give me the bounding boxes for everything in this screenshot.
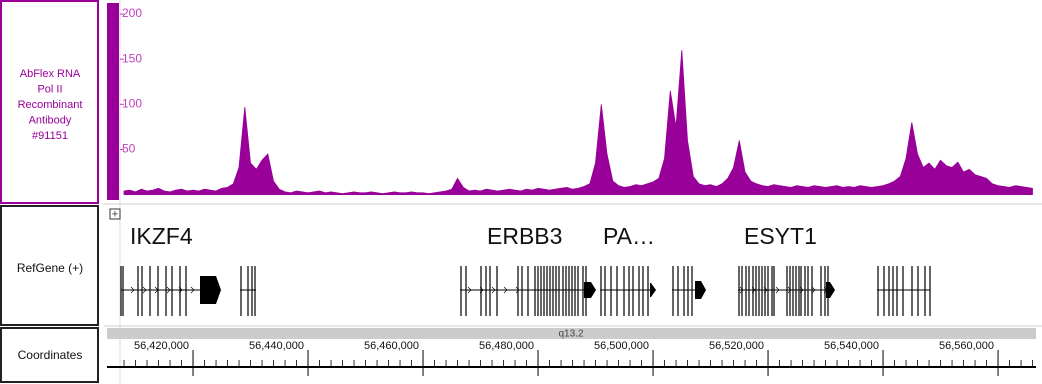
track-label: AbFlex RNA Pol II Recombinant Antibody #9115… [18, 68, 83, 142]
strand-arrow [491, 286, 496, 294]
exon-block [584, 282, 596, 298]
strand-arrow [763, 286, 768, 294]
strand-arrow [467, 286, 472, 294]
exon-block [695, 281, 706, 299]
gene-name: PA… [603, 223, 655, 249]
strand-arrow [811, 286, 816, 294]
scale-bar [107, 3, 119, 200]
exon-block [826, 282, 835, 298]
x-tick-label: 56,440,000 [249, 340, 304, 352]
x-tick-label: 56,460,000 [364, 340, 419, 352]
track-label: Coordinates [18, 348, 83, 362]
gene-name: ESYT1 [744, 223, 817, 249]
track-label: Antibody [29, 114, 72, 126]
strand-arrow [799, 286, 804, 294]
x-tick-label: 56,540,000 [824, 340, 879, 352]
strand-arrow [130, 286, 135, 294]
x-tick-label: 56,520,000 [709, 340, 764, 352]
expand-icon[interactable]: + [112, 208, 118, 220]
track-label-box [0, 0, 99, 204]
x-tick-label: 56,420,000 [134, 340, 189, 352]
y-tick-label: 200 [122, 6, 142, 20]
strand-arrow [190, 286, 195, 294]
strand-arrow [166, 286, 171, 294]
strand-arrow [739, 286, 744, 294]
band-label: q13.2 [558, 329, 583, 340]
y-tick-label: 50 [122, 142, 136, 156]
track-label: Recombinant [18, 99, 83, 111]
gene-name: IKZF4 [130, 223, 193, 249]
track-label-box [0, 205, 99, 326]
y-tick-label: 150 [122, 51, 142, 65]
x-tick-label: 56,480,000 [479, 340, 534, 352]
track-label: RefGene (+) [17, 261, 83, 275]
strand-arrow [503, 286, 508, 294]
strand-arrow [751, 286, 756, 294]
strand-arrow [178, 286, 183, 294]
y-tick-label: 100 [122, 96, 142, 110]
track-label-box [0, 327, 99, 383]
exon-block [200, 276, 221, 304]
exon-block [650, 283, 656, 297]
gene-models: IKZF4 ERBB3 PA… ESYT1 [120, 223, 931, 316]
track-label: Pol II [37, 83, 62, 95]
signal-area [123, 50, 1033, 195]
track-label: #91151 [32, 130, 68, 142]
x-tick-label: 56,560,000 [939, 340, 994, 352]
gene-name: ERBB3 [487, 223, 562, 249]
x-tick-label: 56,500,000 [594, 340, 649, 352]
strand-arrow [775, 286, 780, 294]
strand-arrow [479, 286, 484, 294]
expand-button[interactable] [109, 208, 121, 220]
band-bar [107, 328, 1036, 339]
strand-arrow [787, 286, 792, 294]
strand-arrow [142, 286, 147, 294]
track-label: AbFlex RNA [20, 68, 81, 80]
strand-arrow [515, 286, 520, 294]
strand-arrow [154, 286, 159, 294]
